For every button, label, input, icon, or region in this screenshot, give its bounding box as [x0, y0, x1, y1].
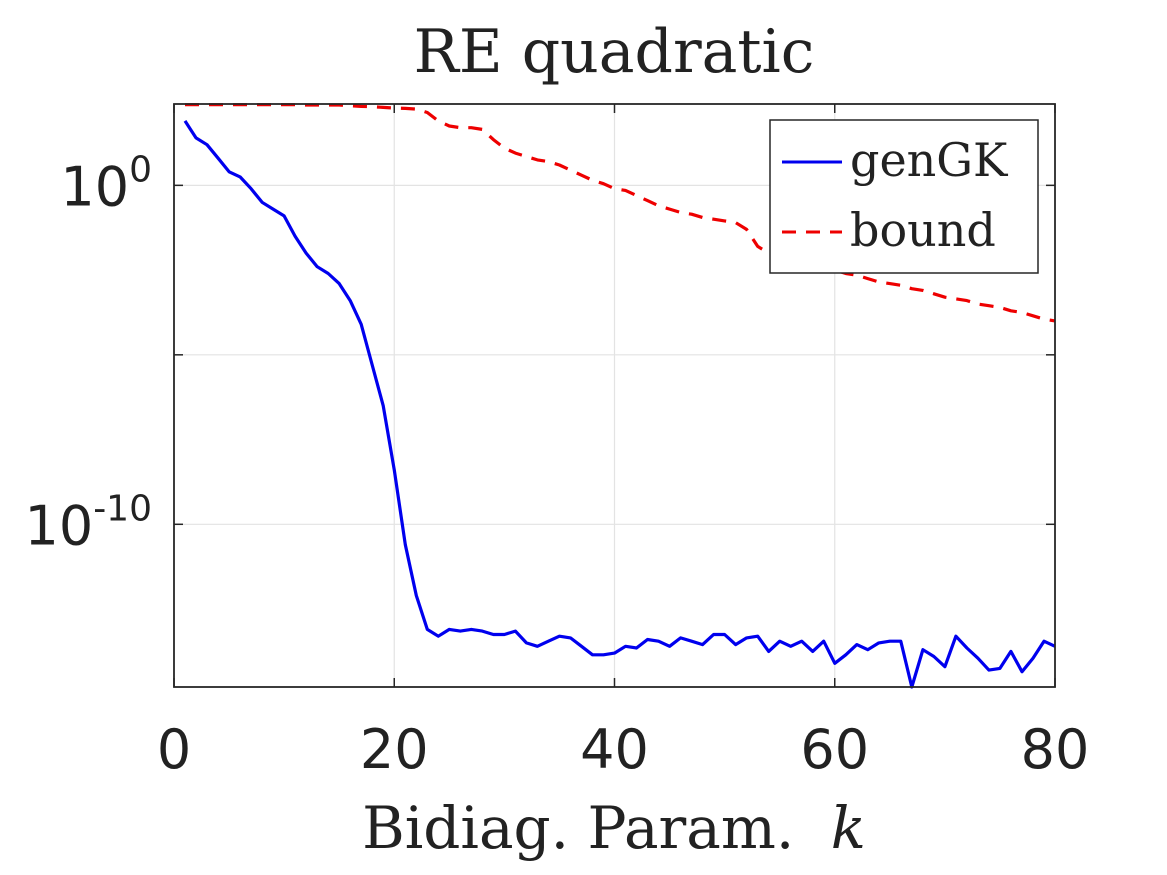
y-tick-label-base: 10	[60, 155, 129, 218]
legend-label-bound: bound	[850, 203, 996, 257]
x-tick-labels: 0 20 40 60 80	[157, 718, 1090, 781]
x-tick-label: 0	[157, 718, 191, 781]
plot-frame	[173, 103, 1056, 688]
x-tick-label: 60	[800, 718, 869, 781]
chart-title: RE quadratic	[414, 17, 815, 87]
x-tick-label: 40	[580, 718, 649, 781]
legend-label-gengk: genGK	[850, 133, 1009, 187]
y-tick-label-exponent: -10	[93, 488, 152, 529]
x-tick-label: 80	[1021, 718, 1090, 781]
x-axis-label-text: Bidiag. Param.	[362, 794, 794, 862]
x-axis-label: Bidiag. Param. k	[362, 794, 866, 862]
legend-box	[769, 119, 1039, 274]
y-tick-label-base: 10	[24, 494, 93, 557]
y-tick-label: 100	[60, 149, 152, 218]
y-tick-label: 10-10	[24, 488, 152, 557]
y-tick-label-exponent: 0	[129, 149, 152, 190]
series-line-gengk	[183, 120, 1056, 689]
x-tick-label: 20	[360, 718, 429, 781]
legend: genGK bound	[769, 119, 1039, 274]
series-group	[183, 103, 1056, 689]
series-line-bound	[185, 103, 1056, 323]
x-axis-label-variable: k	[831, 794, 866, 862]
